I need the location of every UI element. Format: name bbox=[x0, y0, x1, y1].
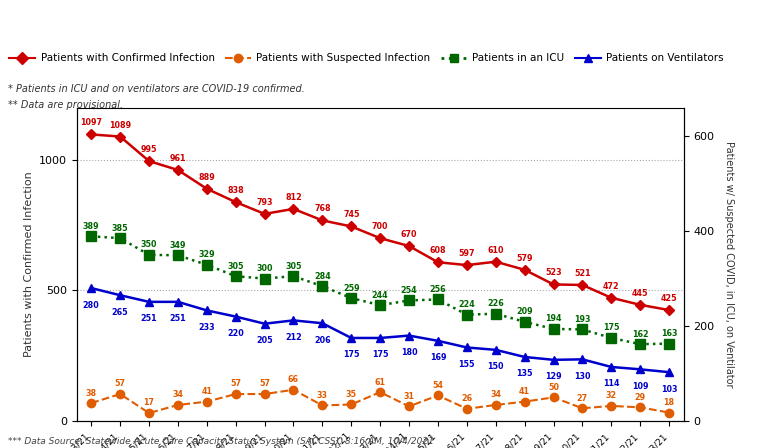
Text: 34: 34 bbox=[173, 390, 184, 400]
Text: 579: 579 bbox=[516, 254, 533, 263]
Text: 38: 38 bbox=[86, 388, 97, 397]
Text: 18: 18 bbox=[664, 398, 674, 407]
Text: 57: 57 bbox=[259, 379, 270, 388]
Text: 284: 284 bbox=[314, 271, 331, 280]
Text: 597: 597 bbox=[458, 249, 475, 258]
Text: 34: 34 bbox=[490, 390, 502, 400]
Text: 251: 251 bbox=[170, 314, 186, 323]
Text: 26: 26 bbox=[462, 394, 472, 403]
Text: 251: 251 bbox=[141, 314, 157, 323]
Text: 610: 610 bbox=[488, 246, 504, 255]
Text: 254: 254 bbox=[401, 286, 417, 295]
Text: 521: 521 bbox=[574, 269, 591, 278]
Text: 109: 109 bbox=[632, 382, 648, 391]
Text: 425: 425 bbox=[660, 294, 677, 303]
Text: 233: 233 bbox=[198, 323, 215, 332]
Text: 103: 103 bbox=[660, 385, 677, 394]
Y-axis label: Patients with Confirmed Infection: Patients with Confirmed Infection bbox=[24, 172, 34, 357]
Text: 41: 41 bbox=[519, 387, 530, 396]
Text: 135: 135 bbox=[516, 370, 533, 379]
Text: 1097: 1097 bbox=[80, 118, 102, 128]
Text: 793: 793 bbox=[257, 198, 273, 207]
Y-axis label: Patients w/ Suspected COVID, in ICU, on Ventilator: Patients w/ Suspected COVID, in ICU, on … bbox=[723, 141, 733, 388]
Text: 389: 389 bbox=[83, 222, 100, 231]
Text: 259: 259 bbox=[343, 284, 359, 293]
Text: 768: 768 bbox=[314, 204, 331, 213]
Text: * Patients in ICU and on ventilators are COVID-19 confirmed.: * Patients in ICU and on ventilators are… bbox=[8, 84, 305, 94]
Text: 961: 961 bbox=[170, 154, 186, 163]
Text: 50: 50 bbox=[548, 383, 559, 392]
Text: 180: 180 bbox=[401, 348, 417, 357]
Text: 300: 300 bbox=[257, 264, 273, 273]
Text: 163: 163 bbox=[660, 329, 677, 338]
Text: 31: 31 bbox=[403, 392, 415, 401]
Text: 265: 265 bbox=[112, 308, 128, 317]
Text: 129: 129 bbox=[545, 372, 562, 381]
Text: 66: 66 bbox=[288, 375, 299, 384]
Text: 162: 162 bbox=[632, 330, 648, 339]
Text: 445: 445 bbox=[632, 289, 648, 298]
Text: 812: 812 bbox=[285, 193, 302, 202]
Text: 745: 745 bbox=[343, 211, 359, 220]
Text: 29: 29 bbox=[634, 393, 646, 402]
Text: *** Data Source: Statewide Acute Care Capacity Status System (SACCSS), 8:16 AM, : *** Data Source: Statewide Acute Care Ca… bbox=[8, 437, 434, 446]
Text: 41: 41 bbox=[201, 387, 212, 396]
Text: 305: 305 bbox=[227, 262, 244, 271]
Text: 224: 224 bbox=[458, 300, 475, 309]
Text: 349: 349 bbox=[170, 241, 186, 250]
Text: 472: 472 bbox=[603, 282, 620, 291]
Text: 244: 244 bbox=[372, 291, 389, 300]
Text: 670: 670 bbox=[401, 230, 417, 239]
Text: 35: 35 bbox=[346, 390, 357, 399]
Text: 205: 205 bbox=[257, 336, 273, 345]
Text: 206: 206 bbox=[314, 336, 331, 345]
Text: 995: 995 bbox=[141, 145, 157, 154]
Text: 194: 194 bbox=[545, 314, 561, 323]
Text: 350: 350 bbox=[141, 240, 157, 249]
Text: 212: 212 bbox=[285, 333, 302, 342]
Text: 57: 57 bbox=[230, 379, 241, 388]
Text: 608: 608 bbox=[429, 246, 446, 255]
Text: 114: 114 bbox=[603, 379, 620, 388]
Text: 33: 33 bbox=[317, 391, 328, 400]
Text: 57: 57 bbox=[114, 379, 126, 388]
Text: 169: 169 bbox=[429, 353, 446, 362]
Text: 226: 226 bbox=[488, 299, 504, 308]
Text: 280: 280 bbox=[83, 301, 100, 310]
Text: 61: 61 bbox=[375, 378, 386, 387]
Text: 193: 193 bbox=[574, 315, 591, 324]
Text: 889: 889 bbox=[198, 173, 215, 182]
Text: COVID-19 Hospitalizations Reported by MS Hospitals, 9/13/21-10/3/21 *,** ***: COVID-19 Hospitalizations Reported by MS… bbox=[95, 13, 673, 27]
Text: 329: 329 bbox=[198, 250, 215, 259]
Text: 209: 209 bbox=[516, 307, 533, 316]
Text: 838: 838 bbox=[227, 186, 244, 195]
Text: 220: 220 bbox=[227, 329, 244, 338]
Text: 700: 700 bbox=[372, 222, 389, 231]
Text: 175: 175 bbox=[603, 323, 620, 332]
Text: 385: 385 bbox=[112, 224, 128, 233]
Text: 130: 130 bbox=[574, 372, 591, 381]
Text: 175: 175 bbox=[372, 350, 389, 359]
Text: ** Data are provisional.: ** Data are provisional. bbox=[8, 99, 123, 110]
Text: 17: 17 bbox=[144, 398, 154, 408]
Text: 175: 175 bbox=[343, 350, 359, 359]
Text: 256: 256 bbox=[429, 285, 446, 294]
Text: 155: 155 bbox=[458, 360, 475, 369]
Text: 1089: 1089 bbox=[109, 121, 131, 129]
Text: 54: 54 bbox=[432, 381, 443, 390]
Text: 150: 150 bbox=[488, 362, 504, 371]
Text: 32: 32 bbox=[606, 392, 617, 401]
Text: 305: 305 bbox=[285, 262, 302, 271]
Legend: Patients with Confirmed Infection, Patients with Suspected Infection, Patients i: Patients with Confirmed Infection, Patie… bbox=[5, 49, 727, 67]
Text: 27: 27 bbox=[577, 394, 588, 403]
Text: 523: 523 bbox=[545, 268, 562, 277]
